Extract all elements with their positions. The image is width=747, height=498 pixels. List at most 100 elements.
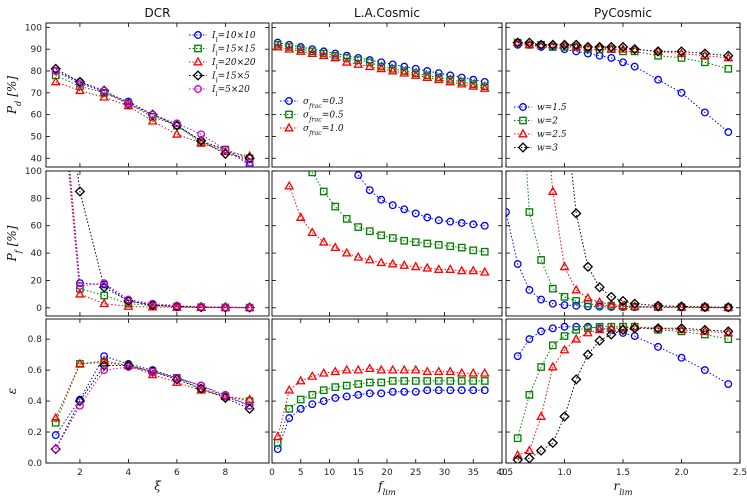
series-line (550, 171, 729, 308)
series-line (311, 172, 485, 253)
data-point (594, 324, 605, 334)
data-point (629, 323, 640, 334)
data-point (342, 54, 351, 62)
data-point (594, 41, 605, 51)
y-tick-label: 0.6 (28, 366, 43, 376)
data-point (172, 373, 181, 382)
series-line (68, 171, 250, 309)
data-point (52, 4, 59, 11)
series-line (277, 44, 485, 87)
data-point (285, 43, 294, 51)
data-point (524, 445, 535, 455)
data-point (456, 265, 467, 275)
data-point (594, 282, 605, 293)
data-point (594, 296, 605, 306)
series-line (277, 380, 485, 444)
data-point (537, 295, 546, 304)
data-point (570, 374, 582, 385)
data-point (723, 50, 734, 61)
y-axis-label: Pf [%] (5, 225, 23, 262)
axes-frame (45, 318, 270, 464)
data-point (273, 40, 282, 49)
legend-marker (519, 103, 527, 111)
data-point (547, 437, 559, 449)
data-point (124, 295, 133, 304)
data-point (296, 45, 305, 54)
data-point (607, 53, 616, 62)
data-point (388, 377, 397, 385)
data-point (548, 341, 557, 350)
data-point (537, 327, 546, 336)
column-title: PyCosmic (594, 6, 652, 20)
data-point (434, 241, 443, 249)
data-point (307, 227, 318, 237)
data-point (513, 434, 522, 443)
y-tick-label: 0 (36, 304, 42, 314)
data-point (197, 130, 206, 139)
data-point (535, 39, 547, 51)
series-line (55, 70, 250, 164)
data-point (677, 353, 686, 362)
data-point (124, 99, 133, 108)
panel-r3c1: 2 4 6 8 0.0 0.2 0.4 0.6 0.8 ε ξ (5, 318, 270, 493)
data-point (479, 367, 490, 377)
x-axis-label: ξ (154, 479, 162, 493)
data-point (195, 135, 207, 147)
data-point (560, 301, 569, 310)
series-line (277, 389, 485, 450)
data-point (364, 61, 375, 71)
data-point (75, 281, 84, 290)
data-point (699, 324, 711, 336)
data-point (50, 76, 61, 86)
data-point (537, 256, 545, 264)
data-point (284, 384, 295, 394)
data-point (547, 39, 558, 49)
series-line (288, 185, 485, 273)
data-point (582, 292, 593, 302)
data-point (572, 325, 581, 334)
data-point (468, 80, 479, 90)
data-point (376, 364, 387, 374)
data-point (364, 254, 375, 264)
data-point (400, 205, 409, 214)
legend-label: w=1.5 (537, 103, 567, 113)
data-point (354, 223, 363, 231)
data-point (307, 370, 318, 380)
data-point (74, 76, 86, 88)
data-point (377, 378, 386, 387)
x-tick-label: 15 (353, 468, 364, 478)
data-point (570, 208, 582, 219)
data-point (560, 332, 569, 340)
x-tick-label: 35 (468, 468, 479, 478)
data-point (559, 411, 570, 422)
data-point (559, 39, 570, 49)
data-point (512, 37, 523, 47)
data-point (220, 148, 231, 160)
data-point (308, 391, 317, 399)
x-tick-label: 30 (439, 468, 451, 478)
data-point (364, 363, 375, 372)
series-line (55, 360, 250, 419)
data-point (100, 279, 109, 288)
data-point (52, 23, 60, 30)
data-point (434, 377, 443, 385)
data-point (571, 284, 582, 294)
data-point (148, 299, 157, 308)
data-point (341, 56, 352, 66)
data-point (537, 30, 546, 39)
data-point (172, 301, 181, 310)
data-point (318, 236, 329, 246)
data-point (547, 186, 558, 195)
legend-marker (285, 97, 293, 105)
data-point (559, 261, 570, 271)
data-point (469, 220, 478, 229)
data-point (547, 361, 558, 371)
series-line (55, 81, 250, 157)
data-point (617, 324, 629, 336)
data-point (342, 381, 351, 390)
data-point (411, 377, 420, 385)
data-point (376, 63, 387, 73)
data-point (629, 298, 640, 309)
